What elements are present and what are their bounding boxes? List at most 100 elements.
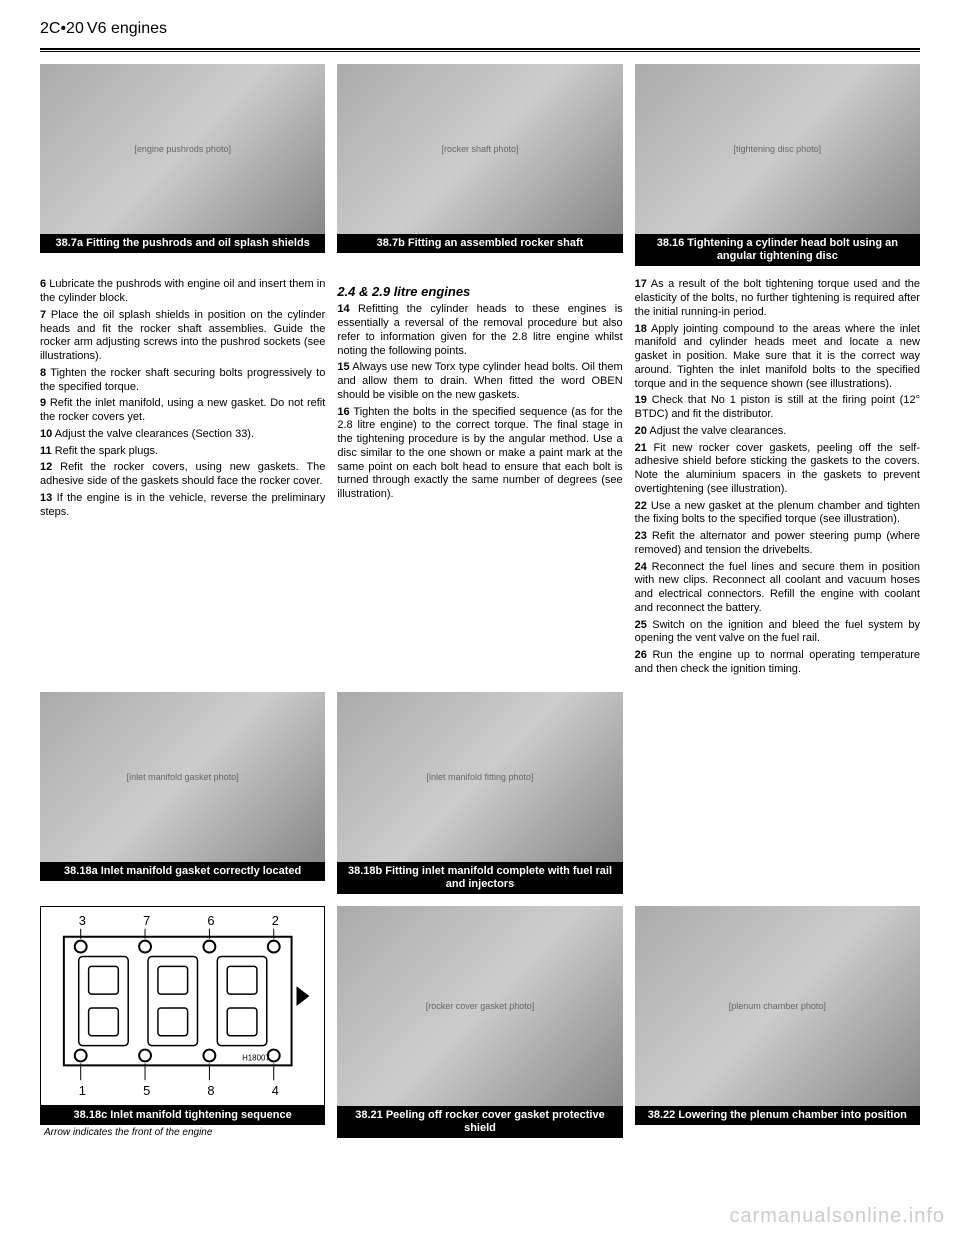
- column-3: 17 As a result of the bolt tightening to…: [635, 278, 920, 679]
- seq-num: 3: [79, 913, 86, 928]
- watermark: carmanualsonline.info: [729, 1205, 945, 1228]
- text-columns: 6 Lubricate the pushrods with engine oil…: [40, 278, 920, 679]
- seq-num: 8: [207, 1083, 214, 1098]
- para-num: 8: [40, 367, 46, 379]
- para-num: 12: [40, 461, 52, 473]
- tightening-sequence-diagram: 3 7 6 2: [40, 906, 325, 1106]
- para-26: 26 Run the engine up to normal operating…: [635, 649, 920, 677]
- figure-image: [rocker shaft photo]: [337, 64, 622, 234]
- para-10: 10 Adjust the valve clearances (Section …: [40, 428, 325, 442]
- para-num: 26: [635, 649, 647, 661]
- para-text: Refit the spark plugs.: [55, 445, 158, 457]
- seq-num: 6: [207, 913, 214, 928]
- para-num: 22: [635, 500, 647, 512]
- para-num: 9: [40, 397, 46, 409]
- para-8: 8 Tighten the rocker shaft securing bolt…: [40, 367, 325, 395]
- para-num: 16: [337, 406, 349, 418]
- figure-caption: 38.18b Fitting inlet manifold complete w…: [337, 862, 622, 894]
- para-text: Refit the alternator and power steering …: [635, 530, 920, 556]
- figure-image: [inlet manifold fitting photo]: [337, 692, 622, 862]
- page-title: V6 engines: [87, 20, 167, 37]
- figure-38-7a: [engine pushrods photo] 38.7a Fitting th…: [40, 64, 325, 266]
- para-20: 20 Adjust the valve clearances.: [635, 425, 920, 439]
- para-text: Tighten the rocker shaft securing bolts …: [40, 367, 325, 393]
- para-num: 18: [635, 323, 647, 335]
- para-24: 24 Reconnect the fuel lines and secure t…: [635, 561, 920, 616]
- para-12: 12 Refit the rocker covers, using new ga…: [40, 461, 325, 489]
- port-group: [148, 957, 198, 1046]
- figure-caption: 38.7a Fitting the pushrods and oil splas…: [40, 234, 325, 253]
- figure-38-18a: [inlet manifold gasket photo] 38.18a Inl…: [40, 692, 325, 894]
- figure-image: [rocker cover gasket photo]: [337, 906, 622, 1106]
- para-num: 25: [635, 619, 647, 631]
- seq-num: 5: [143, 1083, 150, 1098]
- para-text: Place the oil splash shields in position…: [40, 309, 325, 362]
- top-figure-row: [engine pushrods photo] 38.7a Fitting th…: [40, 64, 920, 266]
- para-21: 21 Fit new rocker cover gaskets, peeling…: [635, 442, 920, 497]
- page-ref: 2C•20: [40, 20, 84, 37]
- para-num: 19: [635, 394, 647, 406]
- para-text: Fit new rocker cover gaskets, peeling of…: [635, 442, 920, 495]
- figure-image: [plenum chamber photo]: [635, 906, 920, 1106]
- para-num: 11: [40, 445, 52, 457]
- figure-caption: 38.18a Inlet manifold gasket correctly l…: [40, 862, 325, 881]
- figure-caption: 38.16 Tightening a cylinder head bolt us…: [635, 234, 920, 266]
- para-18: 18 Apply jointing compound to the areas …: [635, 323, 920, 392]
- column-1: 6 Lubricate the pushrods with engine oil…: [40, 278, 325, 679]
- para-text: If the engine is in the vehicle, reverse…: [40, 492, 325, 518]
- para-text: Check that No 1 piston is still at the f…: [635, 394, 920, 420]
- para-text: As a result of the bolt tightening torqu…: [635, 278, 920, 318]
- para-text: Switch on the ignition and bleed the fue…: [635, 619, 920, 645]
- para-num: 10: [40, 428, 52, 440]
- para-22: 22 Use a new gasket at the plenum chambe…: [635, 500, 920, 528]
- para-text: Adjust the valve clearances (Section 33)…: [55, 428, 254, 440]
- para-23: 23 Refit the alternator and power steeri…: [635, 530, 920, 558]
- para-text: Reconnect the fuel lines and secure them…: [635, 561, 920, 614]
- figure-38-18c: 3 7 6 2: [40, 906, 325, 1140]
- para-text: Run the engine up to normal operating te…: [635, 649, 920, 675]
- port-group: [217, 957, 267, 1046]
- para-num: 20: [635, 425, 647, 437]
- figure-caption: 38.22 Lowering the plenum chamber into p…: [635, 1106, 920, 1125]
- figure-image: [engine pushrods photo]: [40, 64, 325, 234]
- para-17: 17 As a result of the bolt tightening to…: [635, 278, 920, 319]
- para-num: 23: [635, 530, 647, 542]
- seq-num: 7: [143, 913, 150, 928]
- para-25: 25 Switch on the ignition and bleed the …: [635, 619, 920, 647]
- figure-38-21: [rocker cover gasket photo] 38.21 Peelin…: [337, 906, 622, 1140]
- para-14: 14 Refitting the cylinder heads to these…: [337, 303, 622, 358]
- mid-figure-row: [inlet manifold gasket photo] 38.18a Inl…: [40, 692, 920, 894]
- port-group: [79, 957, 129, 1046]
- para-num: 7: [40, 309, 46, 321]
- para-text: Refit the inlet manifold, using a new ga…: [40, 397, 325, 423]
- para-text: Tighten the bolts in the specified seque…: [337, 406, 622, 501]
- subheading-engines: 2.4 & 2.9 litre engines: [337, 284, 622, 299]
- figure-image: [inlet manifold gasket photo]: [40, 692, 325, 862]
- spacer: [635, 692, 920, 894]
- para-text: Lubricate the pushrods with engine oil a…: [40, 278, 325, 304]
- front-arrow-icon: [297, 986, 310, 1006]
- figure-caption: 38.21 Peeling off rocker cover gasket pr…: [337, 1106, 622, 1138]
- para-num: 15: [337, 361, 349, 373]
- seq-num: 4: [272, 1083, 279, 1098]
- seq-num: 1: [79, 1083, 86, 1098]
- figure-38-16: [tightening disc photo] 38.16 Tightening…: [635, 64, 920, 266]
- column-2: 2.4 & 2.9 litre engines 14 Refitting the…: [337, 278, 622, 679]
- para-11: 11 Refit the spark plugs.: [40, 445, 325, 459]
- para-16: 16 Tighten the bolts in the specified se…: [337, 406, 622, 502]
- para-text: Use a new gasket at the plenum chamber a…: [635, 500, 920, 526]
- para-num: 6: [40, 278, 46, 290]
- figure-38-7b: [rocker shaft photo] 38.7b Fitting an as…: [337, 64, 622, 266]
- figure-image: [tightening disc photo]: [635, 64, 920, 234]
- para-13: 13 If the engine is in the vehicle, reve…: [40, 492, 325, 520]
- para-15: 15 Always use new Torx type cylinder hea…: [337, 361, 622, 402]
- para-num: 21: [635, 442, 647, 454]
- figure-38-22: [plenum chamber photo] 38.22 Lowering th…: [635, 906, 920, 1140]
- para-text: Adjust the valve clearances.: [649, 425, 786, 437]
- para-num: 13: [40, 492, 52, 504]
- para-9: 9 Refit the inlet manifold, using a new …: [40, 397, 325, 425]
- diagram-ref: H18007: [242, 1053, 270, 1062]
- bottom-figure-row: 3 7 6 2: [40, 906, 920, 1140]
- figure-subcaption: Arrow indicates the front of the engine: [40, 1125, 325, 1140]
- para-19: 19 Check that No 1 piston is still at th…: [635, 394, 920, 422]
